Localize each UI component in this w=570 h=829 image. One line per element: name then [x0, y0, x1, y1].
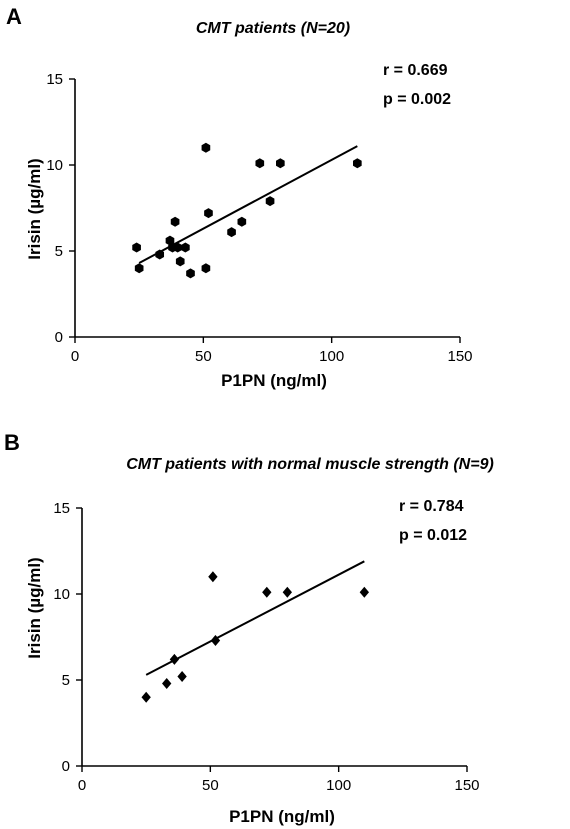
- panel-label: B: [4, 430, 20, 455]
- data-point: [170, 216, 180, 227]
- data-point: [201, 263, 211, 274]
- data-point: [175, 256, 185, 267]
- data-point: [237, 216, 247, 227]
- y-tick-label: 5: [62, 672, 70, 689]
- data-point: [132, 242, 141, 253]
- data-point: [134, 263, 144, 274]
- data-point: [255, 158, 265, 169]
- data-point: [353, 158, 362, 169]
- data-point: [141, 691, 151, 703]
- y-axis-label: Irisin (µg/ml): [25, 557, 44, 658]
- plot-area: 0 50 100 150 0 5 10 15: [53, 500, 479, 794]
- data-point: [227, 227, 236, 238]
- data-point: [173, 242, 182, 253]
- data-point: [276, 158, 285, 169]
- data-point: [204, 208, 213, 219]
- data-point: [282, 586, 293, 598]
- x-axis-label: P1PN (ng/ml): [229, 807, 335, 826]
- y-tick-label: 0: [62, 758, 70, 775]
- panel-a: A CMT patients (N=20) r = 0.669 p = 0.00…: [6, 4, 473, 390]
- plot-area: 0 50 100 150 0 5 10 15: [46, 71, 472, 365]
- data-point: [169, 653, 180, 665]
- data-point: [201, 142, 211, 153]
- y-tick-label: 5: [55, 243, 63, 260]
- x-tick-label: 0: [71, 348, 79, 365]
- panel-b: B CMT patients with normal muscle streng…: [4, 430, 494, 826]
- p-value-label: p = 0.002: [383, 91, 451, 108]
- chart-title: CMT patients (N=20): [196, 20, 350, 37]
- data-point: [181, 242, 190, 253]
- y-tick-label: 0: [55, 329, 63, 346]
- x-tick-label: 150: [454, 777, 479, 794]
- y-tick-label: 15: [53, 500, 70, 517]
- data-point: [359, 586, 370, 598]
- y-tick-label: 10: [53, 586, 70, 603]
- regression-line: [138, 145, 358, 264]
- y-axis-label: Irisin (µg/ml): [25, 158, 44, 259]
- x-tick-label: 0: [78, 777, 86, 794]
- y-tick-label: 15: [46, 71, 63, 88]
- data-point: [265, 196, 275, 207]
- data-point: [210, 634, 221, 646]
- r-value-label: r = 0.784: [399, 498, 464, 515]
- p-value-label: p = 0.012: [399, 527, 467, 544]
- regression-line: [145, 560, 365, 676]
- x-tick-label: 150: [447, 348, 472, 365]
- x-tick-label: 100: [319, 348, 344, 365]
- chart-title: CMT patients with normal muscle strength…: [126, 456, 494, 473]
- data-point: [177, 671, 187, 683]
- data-point: [162, 677, 172, 689]
- y-tick-label: 10: [46, 157, 63, 174]
- data-point: [155, 249, 165, 260]
- x-tick-label: 100: [326, 777, 351, 794]
- data-point: [208, 571, 218, 583]
- data-point: [186, 268, 195, 279]
- x-axis-label: P1PN (ng/ml): [221, 371, 327, 390]
- panel-label: A: [6, 4, 22, 29]
- x-tick-label: 50: [202, 777, 219, 794]
- r-value-label: r = 0.669: [383, 62, 448, 79]
- data-point: [262, 586, 272, 598]
- x-tick-label: 50: [195, 348, 212, 365]
